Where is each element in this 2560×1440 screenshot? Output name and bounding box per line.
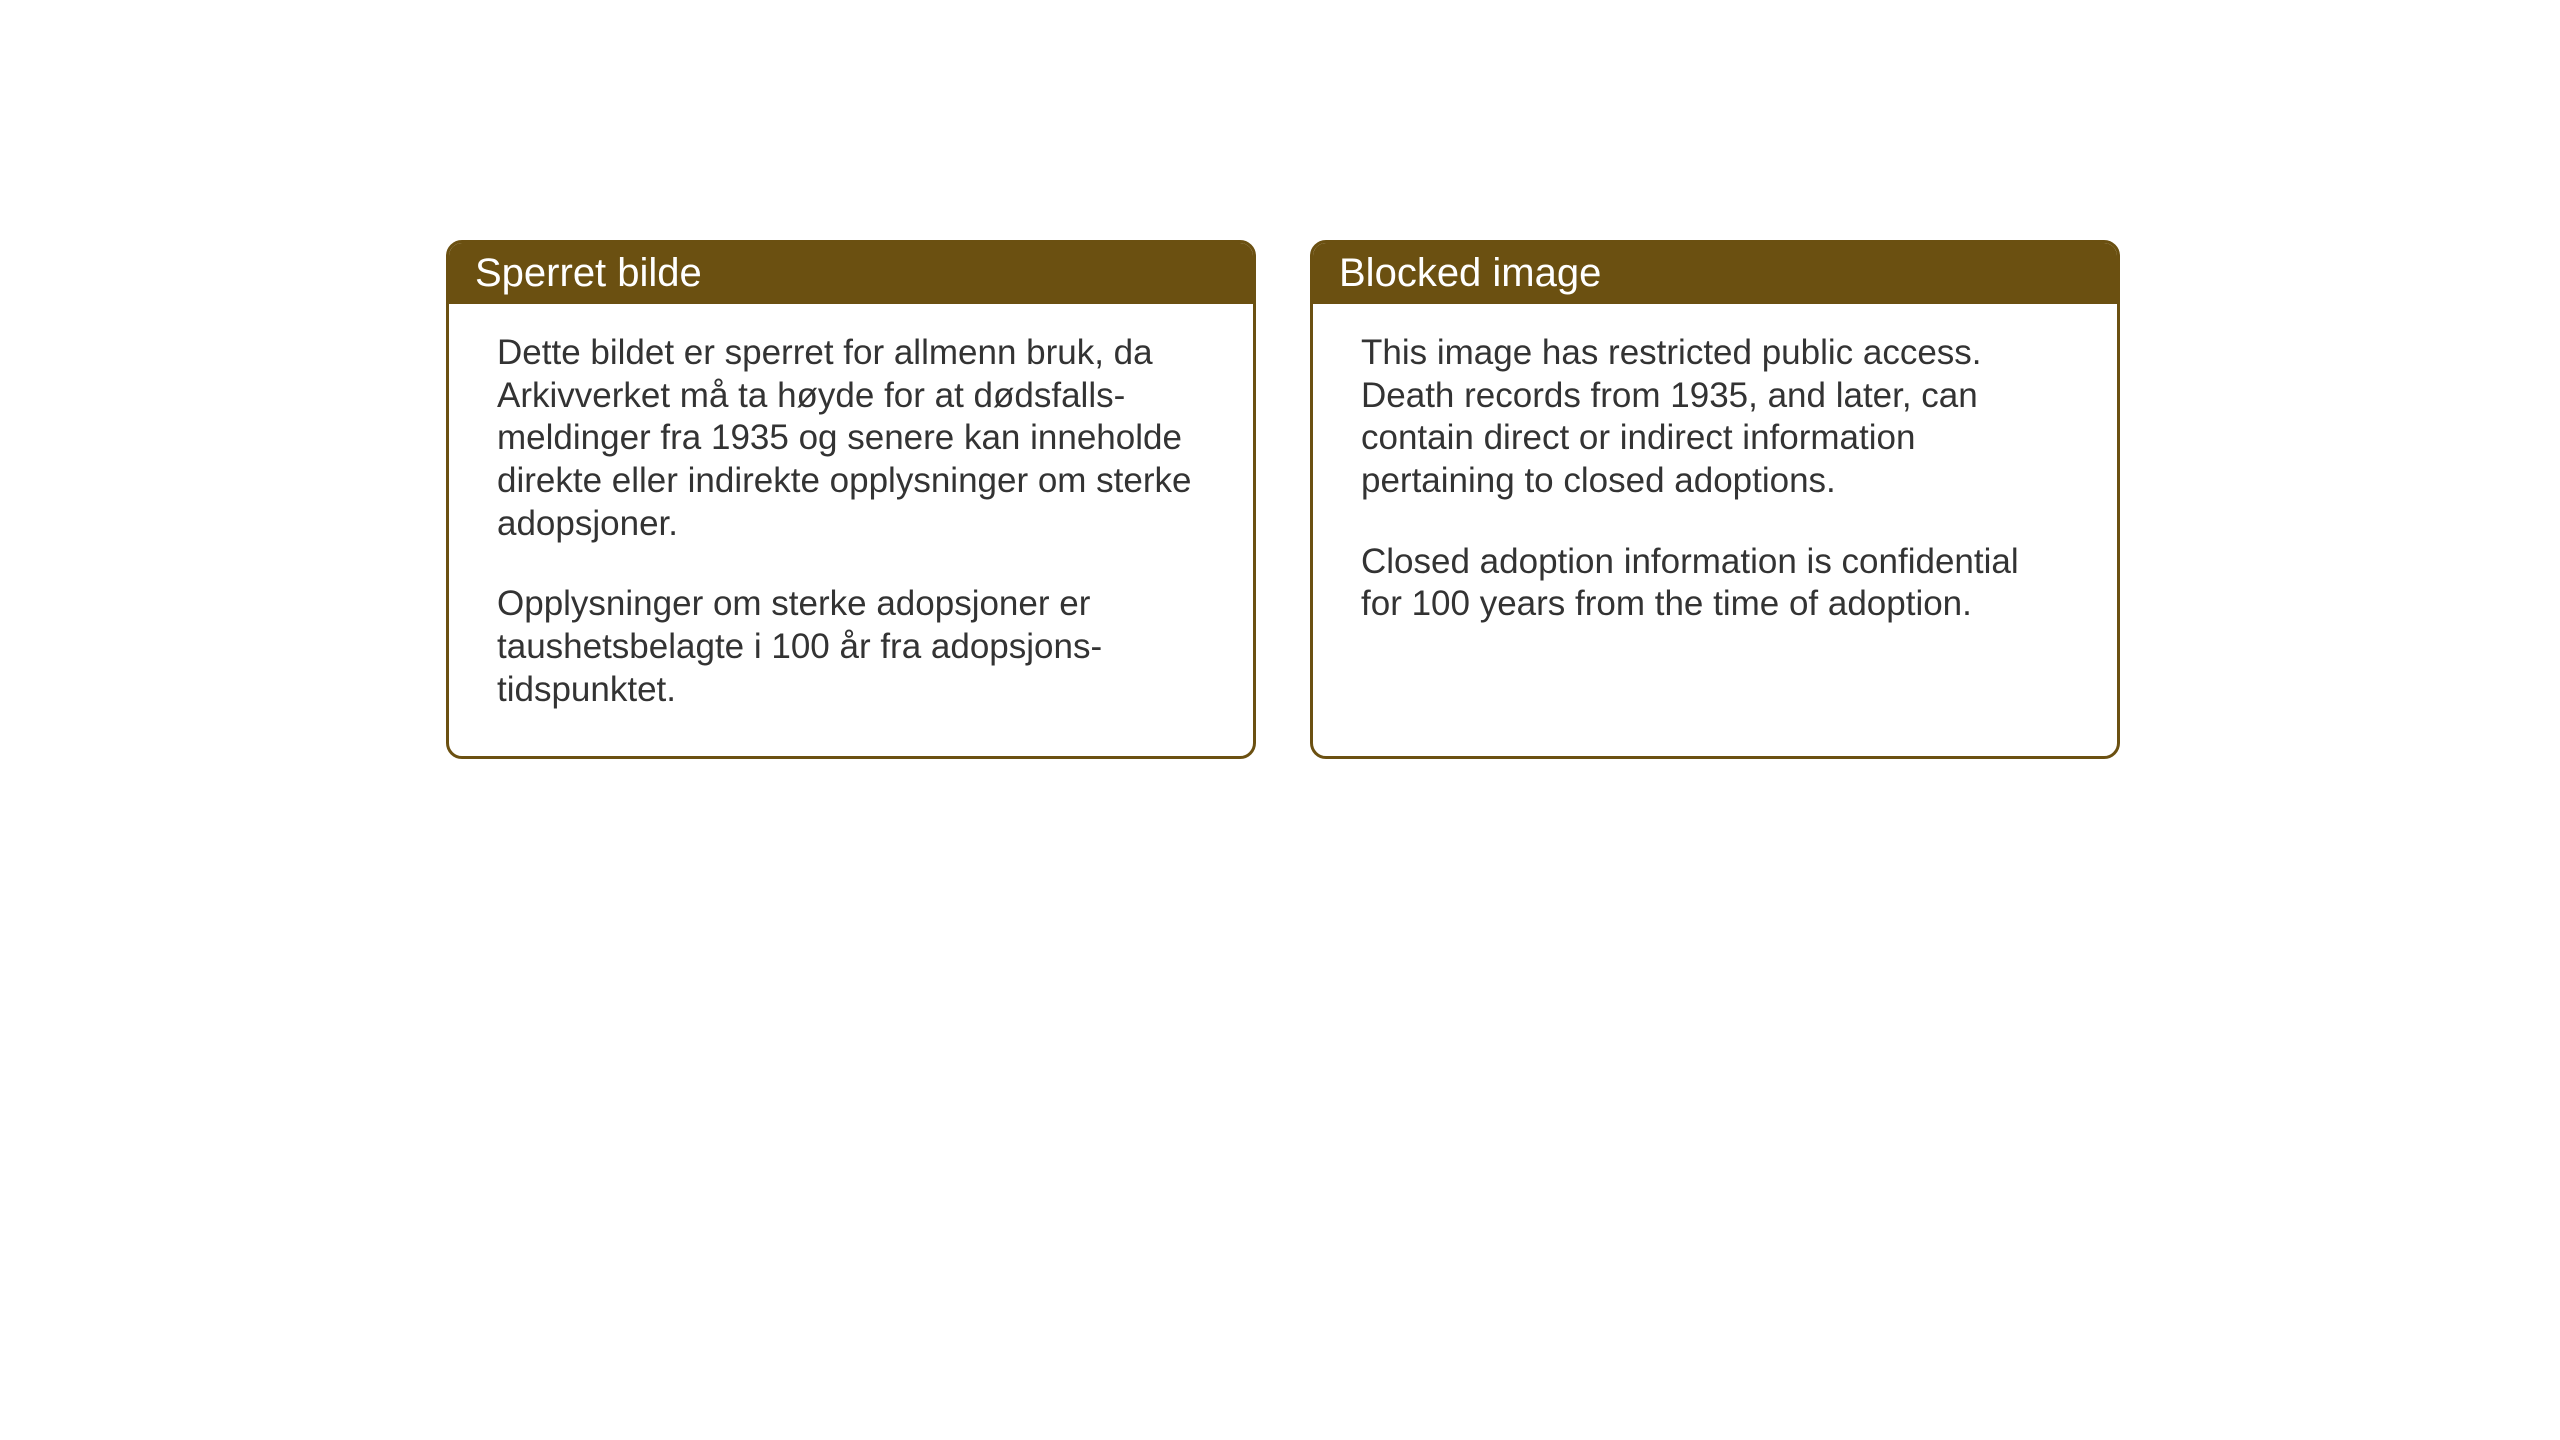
english-paragraph-1: This image has restricted public access.… [1361, 332, 2069, 503]
norwegian-notice-title: Sperret bilde [449, 243, 1253, 304]
notice-container: Sperret bilde Dette bildet er sperret fo… [446, 240, 2120, 759]
english-notice-title: Blocked image [1313, 243, 2117, 304]
norwegian-notice-body: Dette bildet er sperret for allmenn bruk… [449, 304, 1253, 756]
english-paragraph-2: Closed adoption information is confident… [1361, 541, 2069, 626]
norwegian-paragraph-2: Opplysninger om sterke adopsjoner er tau… [497, 583, 1205, 711]
english-notice-box: Blocked image This image has restricted … [1310, 240, 2120, 759]
norwegian-paragraph-1: Dette bildet er sperret for allmenn bruk… [497, 332, 1205, 545]
english-notice-body: This image has restricted public access.… [1313, 304, 2117, 670]
norwegian-notice-box: Sperret bilde Dette bildet er sperret fo… [446, 240, 1256, 759]
